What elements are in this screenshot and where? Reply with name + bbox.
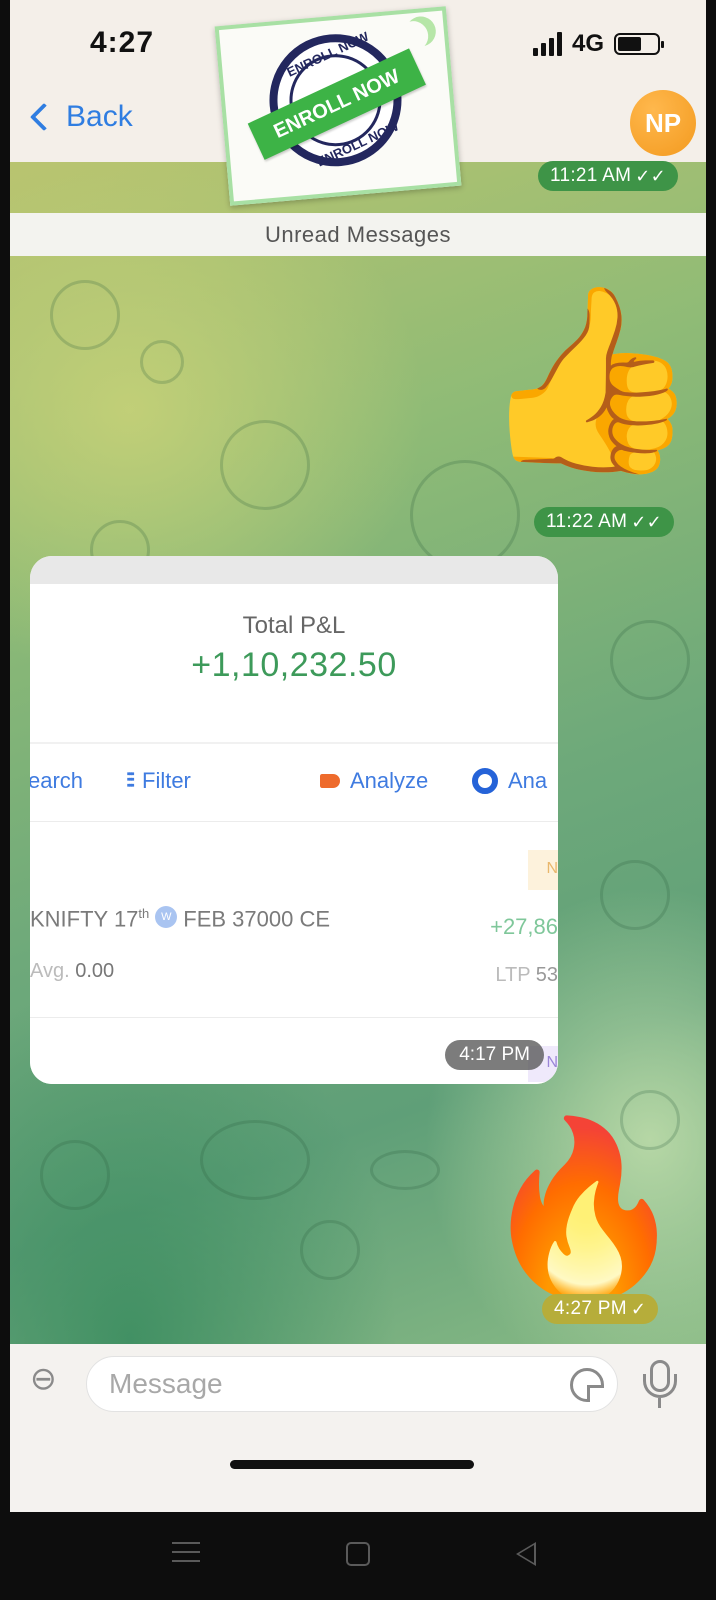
filter-icon: ⫶⫶⫶: [126, 769, 135, 792]
position-ltp: LTP 53: [495, 964, 558, 986]
status-time: 4:27: [90, 26, 155, 59]
phone-screen: 4:27 4G Back NP ENROLL NOW ENROLL NOW EN…: [10, 0, 706, 1512]
message-time: 11:22 AM ✓✓: [534, 507, 675, 537]
signal-icon: [532, 32, 562, 56]
home-indicator[interactable]: [230, 1460, 474, 1469]
position-pnl: +27,86: [490, 914, 558, 939]
wallpaper-doodle: [220, 420, 310, 510]
fire-sticker[interactable]: 🔥: [478, 1114, 690, 1304]
analyze-secondary-item: Ana: [472, 768, 547, 794]
search-item: earch: [30, 768, 84, 793]
pnl-summary: Total P&L +1,10,232.50: [30, 584, 558, 744]
message-composer: ⊘: [10, 1344, 706, 1512]
position-symbol: KNIFTY 17th W FEB 37000 CE: [30, 906, 331, 932]
battery-level: [618, 37, 641, 51]
enroll-now-sticker: ENROLL NOW ENROLL NOW ENROLL NOW: [214, 6, 462, 206]
filter-item: ⫶⫶⫶ Filter: [126, 768, 191, 793]
message-input[interactable]: [86, 1356, 618, 1412]
android-navigation-bar: [0, 1512, 716, 1600]
analyze-icon: [320, 774, 340, 788]
message-time: 4:27 PM ✓: [542, 1294, 659, 1324]
position-average: Avg. 0.00: [30, 960, 115, 982]
position-tag: N: [528, 850, 558, 890]
wallpaper-doodle: [600, 860, 670, 930]
wallpaper-doodle: [300, 1220, 360, 1280]
menu-icon[interactable]: [172, 1542, 200, 1569]
read-ticks-icon: ✓✓: [635, 165, 667, 186]
avatar[interactable]: NP: [630, 90, 696, 156]
sticker-icon[interactable]: [570, 1368, 604, 1402]
moon-icon: [397, 20, 430, 53]
unread-messages-divider: Unread Messages: [10, 213, 706, 256]
back-triangle-icon[interactable]: [516, 1542, 536, 1566]
home-square-icon[interactable]: [346, 1542, 370, 1566]
battery-icon: [614, 33, 664, 55]
message-time: 4:17 PM: [445, 1040, 544, 1070]
wallpaper-doodle: [140, 340, 184, 384]
chevron-left-icon: [29, 102, 59, 132]
pnl-screenshot-message[interactable]: Total P&L +1,10,232.50 earch ⫶⫶⫶ Filter …: [30, 556, 558, 1084]
status-icons: 4G: [532, 30, 664, 58]
microphone-icon[interactable]: [640, 1360, 680, 1410]
pnl-label: Total P&L: [242, 612, 346, 639]
read-ticks-icon: ✓✓: [631, 511, 663, 532]
position-row: N KNIFTY 17th W FEB 37000 CE Avg. 0.00 +27…: [30, 822, 558, 1018]
analyze-item: Analyze: [320, 768, 428, 794]
message-time: 11:21 AM ✓✓: [538, 161, 679, 191]
back-button[interactable]: Back: [22, 100, 133, 134]
paperclip-icon[interactable]: ⊘: [21, 1356, 67, 1401]
wallpaper-doodle: [370, 1150, 440, 1190]
wallpaper-doodle: [50, 280, 120, 350]
back-label: Back: [66, 100, 133, 133]
weekly-badge-icon: W: [155, 906, 178, 928]
pnl-value: +1,10,232.50: [191, 646, 397, 684]
thumbs-up-sticker[interactable]: 👍: [478, 279, 703, 480]
wallpaper-doodle: [200, 1120, 310, 1200]
wallpaper-doodle: [620, 1090, 680, 1150]
screenshot-toolbar: earch ⫶⫶⫶ Filter Analyze Ana: [30, 744, 558, 822]
screenshot-topbar: [30, 556, 558, 584]
circle-logo-icon: [472, 768, 498, 794]
network-type: 4G: [571, 30, 604, 57]
wallpaper-doodle: [40, 1140, 110, 1210]
sent-tick-icon: ✓: [630, 1298, 647, 1319]
wallpaper-doodle: [610, 620, 690, 700]
